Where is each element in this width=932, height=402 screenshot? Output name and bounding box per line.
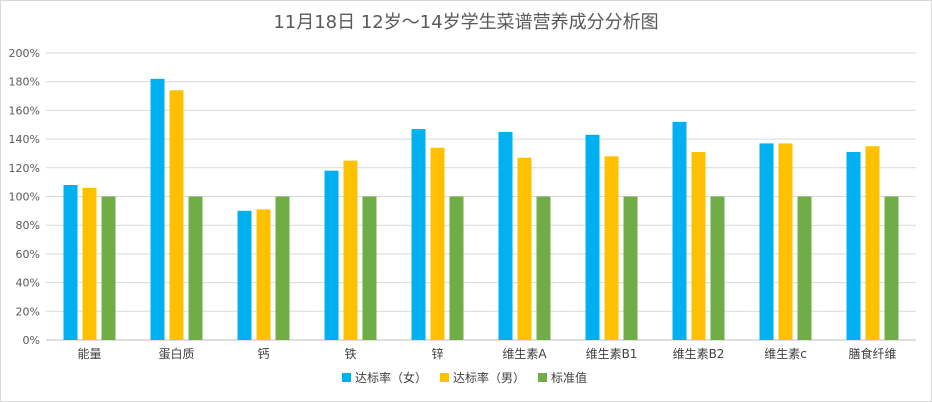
bar-3 xyxy=(275,196,290,340)
bar-3 xyxy=(188,196,203,340)
bars xyxy=(63,78,899,340)
x-axis-labels: 能量 蛋白质 钙 铁 锌 维生素A 维生素B1 维生素B2 维生素c 膳食纤维 xyxy=(77,346,896,361)
x-category-label: 钙 xyxy=(257,347,269,361)
bar-2 xyxy=(430,147,445,340)
legend-swatch-3 xyxy=(538,373,547,382)
x-category-label: 锌 xyxy=(431,347,443,361)
y-axis-ticks: 0% 20% 40% 60% 80% 100% 120% 140% 160% 180% 200% xyxy=(9,47,40,347)
bar-3 xyxy=(797,196,812,340)
bar-1 xyxy=(237,210,252,340)
x-category-label: 维生素B1 xyxy=(586,347,638,361)
bar-3 xyxy=(623,196,638,340)
bar-1 xyxy=(63,185,78,340)
bar-2 xyxy=(865,146,880,340)
bar-1 xyxy=(150,78,165,340)
y-tick-label: 40% xyxy=(16,277,40,290)
y-tick-label: 180% xyxy=(9,76,40,89)
legend: 达标率（女） 达标率（男） 标准值 xyxy=(342,370,587,385)
bar-1 xyxy=(846,152,861,340)
y-tick-label: 200% xyxy=(9,47,40,60)
bar-2 xyxy=(169,90,184,340)
bar-2 xyxy=(256,209,271,340)
bar-2 xyxy=(343,160,358,340)
bar-2 xyxy=(82,187,97,340)
bar-1 xyxy=(585,134,600,340)
x-category-label: 维生素c xyxy=(764,347,807,361)
x-category-label: 维生素A xyxy=(502,347,547,361)
bar-1 xyxy=(411,129,426,340)
legend-label-3: 标准值 xyxy=(551,370,587,385)
x-category-label: 维生素B2 xyxy=(673,347,725,361)
bar-2 xyxy=(517,157,532,340)
y-tick-label: 160% xyxy=(9,104,40,117)
bar-3 xyxy=(449,196,464,340)
bar-2 xyxy=(778,143,793,340)
x-category-label: 能量 xyxy=(77,347,101,361)
x-category-label: 蛋白质 xyxy=(158,346,194,361)
y-tick-label: 80% xyxy=(16,219,40,232)
bar-2 xyxy=(604,156,619,340)
bar-1 xyxy=(759,143,774,340)
x-category-label: 铁 xyxy=(344,347,356,361)
bar-3 xyxy=(362,196,377,340)
y-tick-label: 20% xyxy=(16,305,40,318)
legend-label-1: 达标率（女） xyxy=(355,370,427,385)
bar-2 xyxy=(691,152,706,340)
bar-3 xyxy=(884,196,899,340)
bar-1 xyxy=(324,170,339,340)
legend-swatch-2 xyxy=(440,373,449,382)
legend-label-2: 达标率（男） xyxy=(453,370,525,385)
y-tick-label: 120% xyxy=(9,162,40,175)
y-tick-label: 140% xyxy=(9,133,40,146)
bar-3 xyxy=(710,196,725,340)
chart-title: 11月18日 12岁～14岁学生菜谱营养成分分析图 xyxy=(273,12,658,33)
y-tick-label: 0% xyxy=(23,334,40,347)
legend-swatch-1 xyxy=(342,373,351,382)
y-tick-label: 60% xyxy=(16,248,40,261)
bar-1 xyxy=(672,121,687,340)
bar-1 xyxy=(498,131,513,340)
bar-3 xyxy=(101,196,116,340)
x-category-label: 膳食纤维 xyxy=(848,346,896,361)
bar-3 xyxy=(536,196,551,340)
y-tick-label: 100% xyxy=(9,191,40,204)
